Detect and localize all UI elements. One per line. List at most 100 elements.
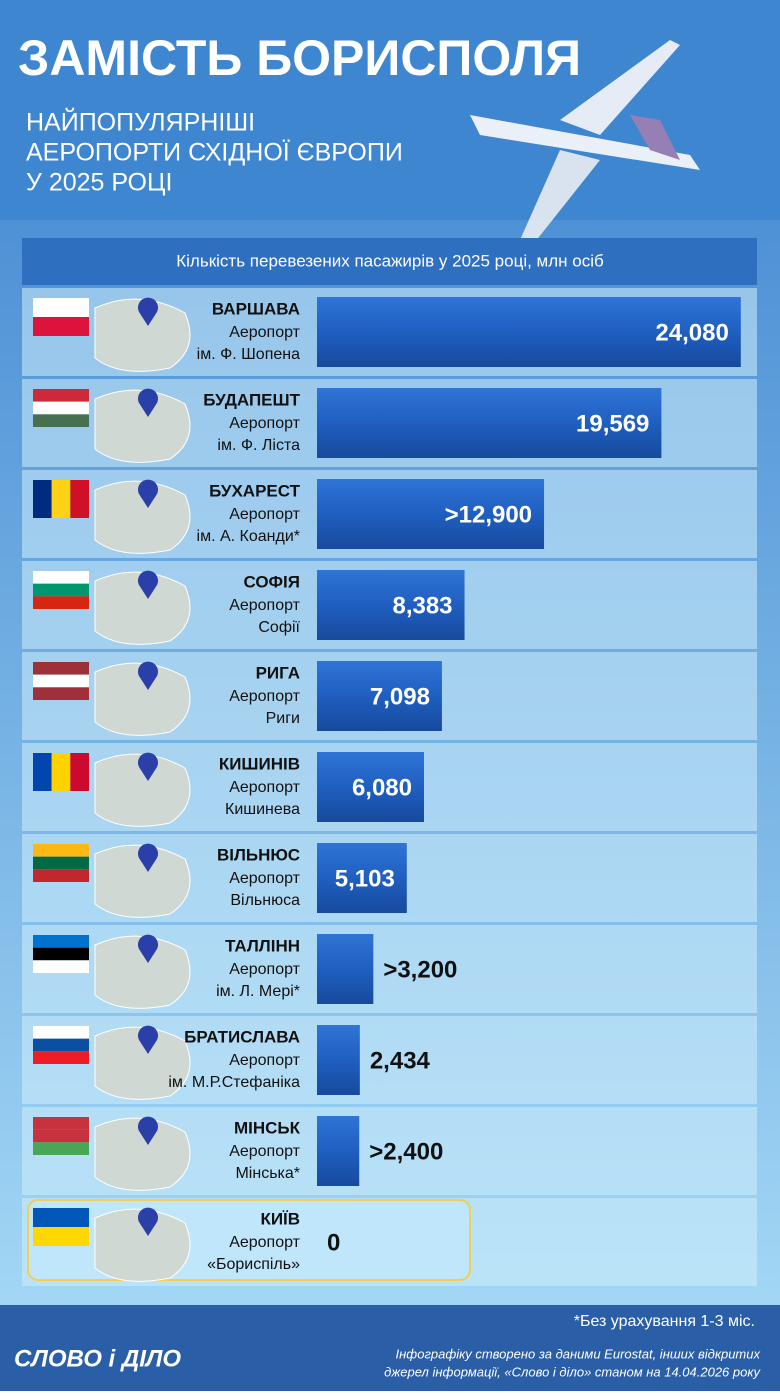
map-pin xyxy=(138,752,158,781)
airport-line: «Бориспіль» xyxy=(207,1256,300,1273)
flag xyxy=(33,1142,89,1155)
map-pin xyxy=(138,1025,158,1054)
flag xyxy=(33,674,89,688)
airport-line: Аеропорт xyxy=(229,870,300,887)
airport-line: ім. Л. Мері* xyxy=(216,983,300,1000)
flag xyxy=(33,947,89,961)
airport-line: Аеропорт xyxy=(229,415,300,432)
title: ЗАМІСТЬ БОРИСПОЛЯ xyxy=(18,30,581,86)
bar xyxy=(317,388,662,458)
map-pin xyxy=(138,1116,158,1145)
city-name: КИЇВ xyxy=(260,1209,300,1228)
flag xyxy=(33,583,89,597)
flag xyxy=(51,480,71,518)
airport-line: Аеропорт xyxy=(229,597,300,614)
airport-line: Мінська* xyxy=(235,1165,300,1182)
city-name: ТАЛЛІНН xyxy=(225,936,300,955)
flag xyxy=(33,1208,89,1227)
airport-line: Аеропорт xyxy=(229,688,300,705)
airport-line: Риги xyxy=(266,710,300,727)
flag xyxy=(33,687,89,700)
flag xyxy=(70,480,89,518)
flag xyxy=(33,935,89,948)
logo: СЛОВО і ДІЛО xyxy=(14,1345,181,1372)
map-pin xyxy=(138,479,158,508)
flag xyxy=(33,1026,89,1039)
value-label: 24,080 xyxy=(655,319,728,346)
city-name: ВІЛЬНЮС xyxy=(217,845,300,864)
source-line: джерел інформації, «Слово і діло» станом… xyxy=(384,1364,761,1379)
city-name: ВАРШАВА xyxy=(212,299,300,318)
country-map xyxy=(94,844,191,918)
source-line: Інфографіку створено за даними Eurostat,… xyxy=(395,1346,760,1361)
subtitle-line: НАЙПОПУЛЯРНІШІ xyxy=(26,107,255,137)
map-pin xyxy=(138,661,158,690)
flag xyxy=(51,753,71,791)
bar xyxy=(317,934,374,1004)
map-pin xyxy=(138,934,158,963)
airport-line: ім. Ф. Шопена xyxy=(197,346,300,363)
airport-line: ім. А. Коанди* xyxy=(197,528,300,545)
flag xyxy=(33,571,89,584)
map-pin xyxy=(138,570,158,599)
value-label: 8,383 xyxy=(392,592,452,619)
bar xyxy=(317,843,407,913)
flag xyxy=(33,960,89,973)
bar xyxy=(317,479,545,549)
bar xyxy=(317,1025,360,1095)
footnote: *Без урахування 1-3 міс. xyxy=(574,1313,755,1330)
country-map xyxy=(94,662,191,736)
subtitle-line: У 2025 РОЦІ xyxy=(26,169,172,197)
subtitle-line: АЕРОПОРТИ СХІДНОЇ ЄВРОПИ xyxy=(26,139,403,167)
header-bg xyxy=(0,0,780,220)
city-name: СОФІЯ xyxy=(243,572,300,591)
flag xyxy=(33,1227,89,1246)
flag xyxy=(33,869,89,882)
airport-line: Аеропорт xyxy=(229,506,300,523)
airport-line: Софії xyxy=(258,619,300,636)
flag xyxy=(33,414,89,427)
bar xyxy=(317,297,741,367)
flag xyxy=(33,317,89,336)
airport-line: Кишинева xyxy=(225,801,300,818)
bar xyxy=(317,1116,360,1186)
city-name: БРАТИСЛАВА xyxy=(184,1027,300,1046)
flag xyxy=(33,662,89,675)
airport-line: ім. Ф. Ліста xyxy=(217,437,300,454)
city-name: МІНСЬК xyxy=(234,1118,301,1137)
flag xyxy=(33,1129,89,1143)
axis-label-band xyxy=(22,238,757,285)
country-map xyxy=(94,389,191,463)
bar xyxy=(317,661,442,731)
airport-line: Аеропорт xyxy=(229,1052,300,1069)
flag xyxy=(33,856,89,870)
footer-bg xyxy=(0,1305,780,1391)
country-map xyxy=(94,1026,191,1100)
airport-line: Вільнюса xyxy=(230,892,300,909)
value-label: 6,080 xyxy=(352,774,412,801)
value-label: 0 xyxy=(327,1229,340,1256)
airport-line: Аеропорт xyxy=(229,961,300,978)
flag xyxy=(33,1117,89,1130)
flag xyxy=(70,753,89,791)
city-name: РИГА xyxy=(256,663,300,682)
value-label: 7,098 xyxy=(370,683,430,710)
country-map xyxy=(94,753,191,827)
bar xyxy=(317,570,465,640)
flag xyxy=(33,1038,89,1052)
flag xyxy=(33,753,52,791)
country-map xyxy=(94,935,191,1009)
flag xyxy=(33,596,89,609)
flag xyxy=(33,844,89,857)
country-map xyxy=(94,298,191,372)
country-map xyxy=(94,480,191,554)
map-pin xyxy=(138,843,158,872)
airport-line: Аеропорт xyxy=(229,1143,300,1160)
flag xyxy=(33,401,89,415)
flag xyxy=(33,298,89,317)
airport-line: Аеропорт xyxy=(229,324,300,341)
plane xyxy=(470,40,700,242)
value-label: >2,400 xyxy=(369,1138,443,1165)
value-label: 19,569 xyxy=(576,410,649,437)
